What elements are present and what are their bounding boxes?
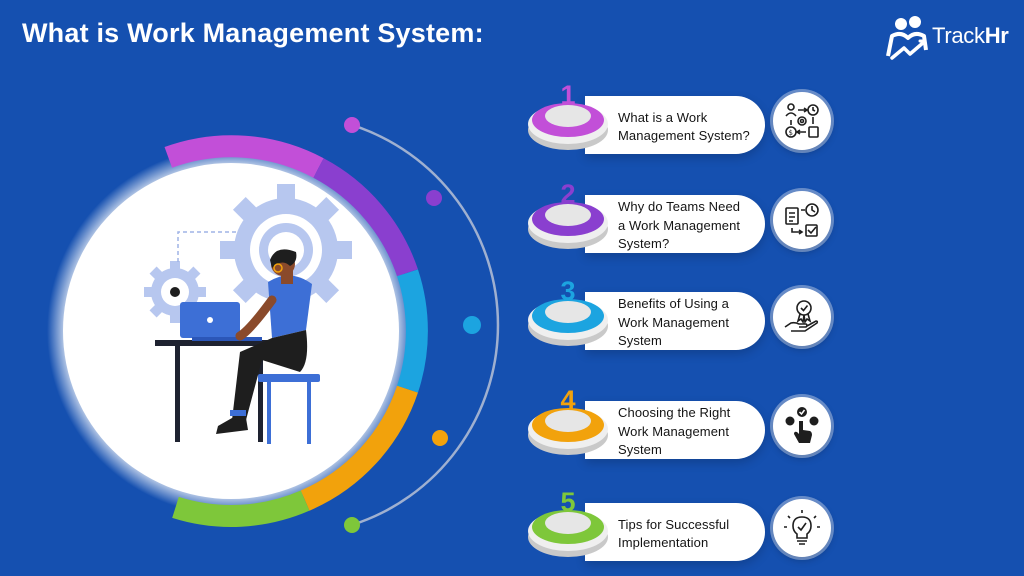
step-4: 4 Choosing the Right Work Management Syste… bbox=[0, 385, 1024, 467]
progress-arcs bbox=[164, 135, 428, 527]
arc-1 bbox=[164, 135, 324, 178]
step-number: 3 bbox=[560, 276, 576, 306]
step-pill bbox=[585, 503, 765, 561]
step-disc bbox=[528, 103, 608, 150]
step-disc bbox=[528, 202, 608, 249]
svg-text:$: $ bbox=[789, 129, 793, 137]
step-3: 3 Benefits of Using a Work Management Syst… bbox=[0, 276, 1024, 358]
step-label: What is a Work Management System? bbox=[618, 109, 750, 144]
page-title: What is Work Management System: bbox=[22, 18, 484, 48]
step-number: 2 bbox=[560, 179, 576, 209]
task-checklist-icon bbox=[773, 191, 831, 249]
step-label: Choosing the Right Work Management System bbox=[618, 405, 731, 458]
trackhr-logo: TrackHr bbox=[882, 10, 1014, 66]
step-pill bbox=[585, 292, 765, 350]
arc-5 bbox=[172, 490, 310, 527]
step-5: 5 Tips for Successful Implementation bbox=[0, 487, 1024, 569]
step-number: 4 bbox=[560, 385, 576, 415]
step-pill bbox=[585, 401, 765, 459]
orbit-dot-4 bbox=[432, 430, 448, 446]
hand-choice-icon bbox=[773, 397, 831, 455]
orbit-dot-5 bbox=[344, 517, 360, 533]
big-gear-icon bbox=[220, 184, 352, 316]
arc-3 bbox=[396, 269, 428, 393]
step-disc bbox=[528, 510, 608, 557]
arc-4 bbox=[300, 385, 418, 511]
arc-2 bbox=[313, 158, 418, 277]
step-disc bbox=[528, 408, 608, 455]
person-at-desk-illustration bbox=[144, 184, 352, 444]
step-label: Tips for Successful Implementation bbox=[618, 516, 730, 551]
step-number: 1 bbox=[560, 80, 576, 110]
award-hand-icon bbox=[773, 288, 831, 346]
orbit-dot-3 bbox=[463, 316, 481, 334]
step-pill bbox=[585, 195, 765, 253]
step-label: Why do Teams Need a Work Management System… bbox=[618, 199, 741, 252]
step-disc bbox=[528, 299, 608, 346]
step-number: 5 bbox=[560, 487, 576, 517]
brand-name: TrackHr bbox=[932, 23, 1009, 48]
orbit-dot-1 bbox=[344, 117, 360, 133]
orbit-line bbox=[351, 123, 500, 527]
step-label: Benefits of Using a Work Management System bbox=[618, 296, 730, 349]
lightbulb-icon bbox=[773, 499, 831, 557]
step-pill bbox=[585, 96, 765, 154]
illustration bbox=[47, 117, 500, 533]
step-2: 2 Why do Teams Need a Work Management Syst… bbox=[0, 179, 1024, 261]
orbit-dot-2 bbox=[426, 190, 442, 206]
workflow-cycle-icon: $ bbox=[773, 92, 831, 150]
step-1: 1 What is a Work Management System? $ bbox=[0, 80, 1024, 162]
team-icon bbox=[886, 16, 928, 60]
